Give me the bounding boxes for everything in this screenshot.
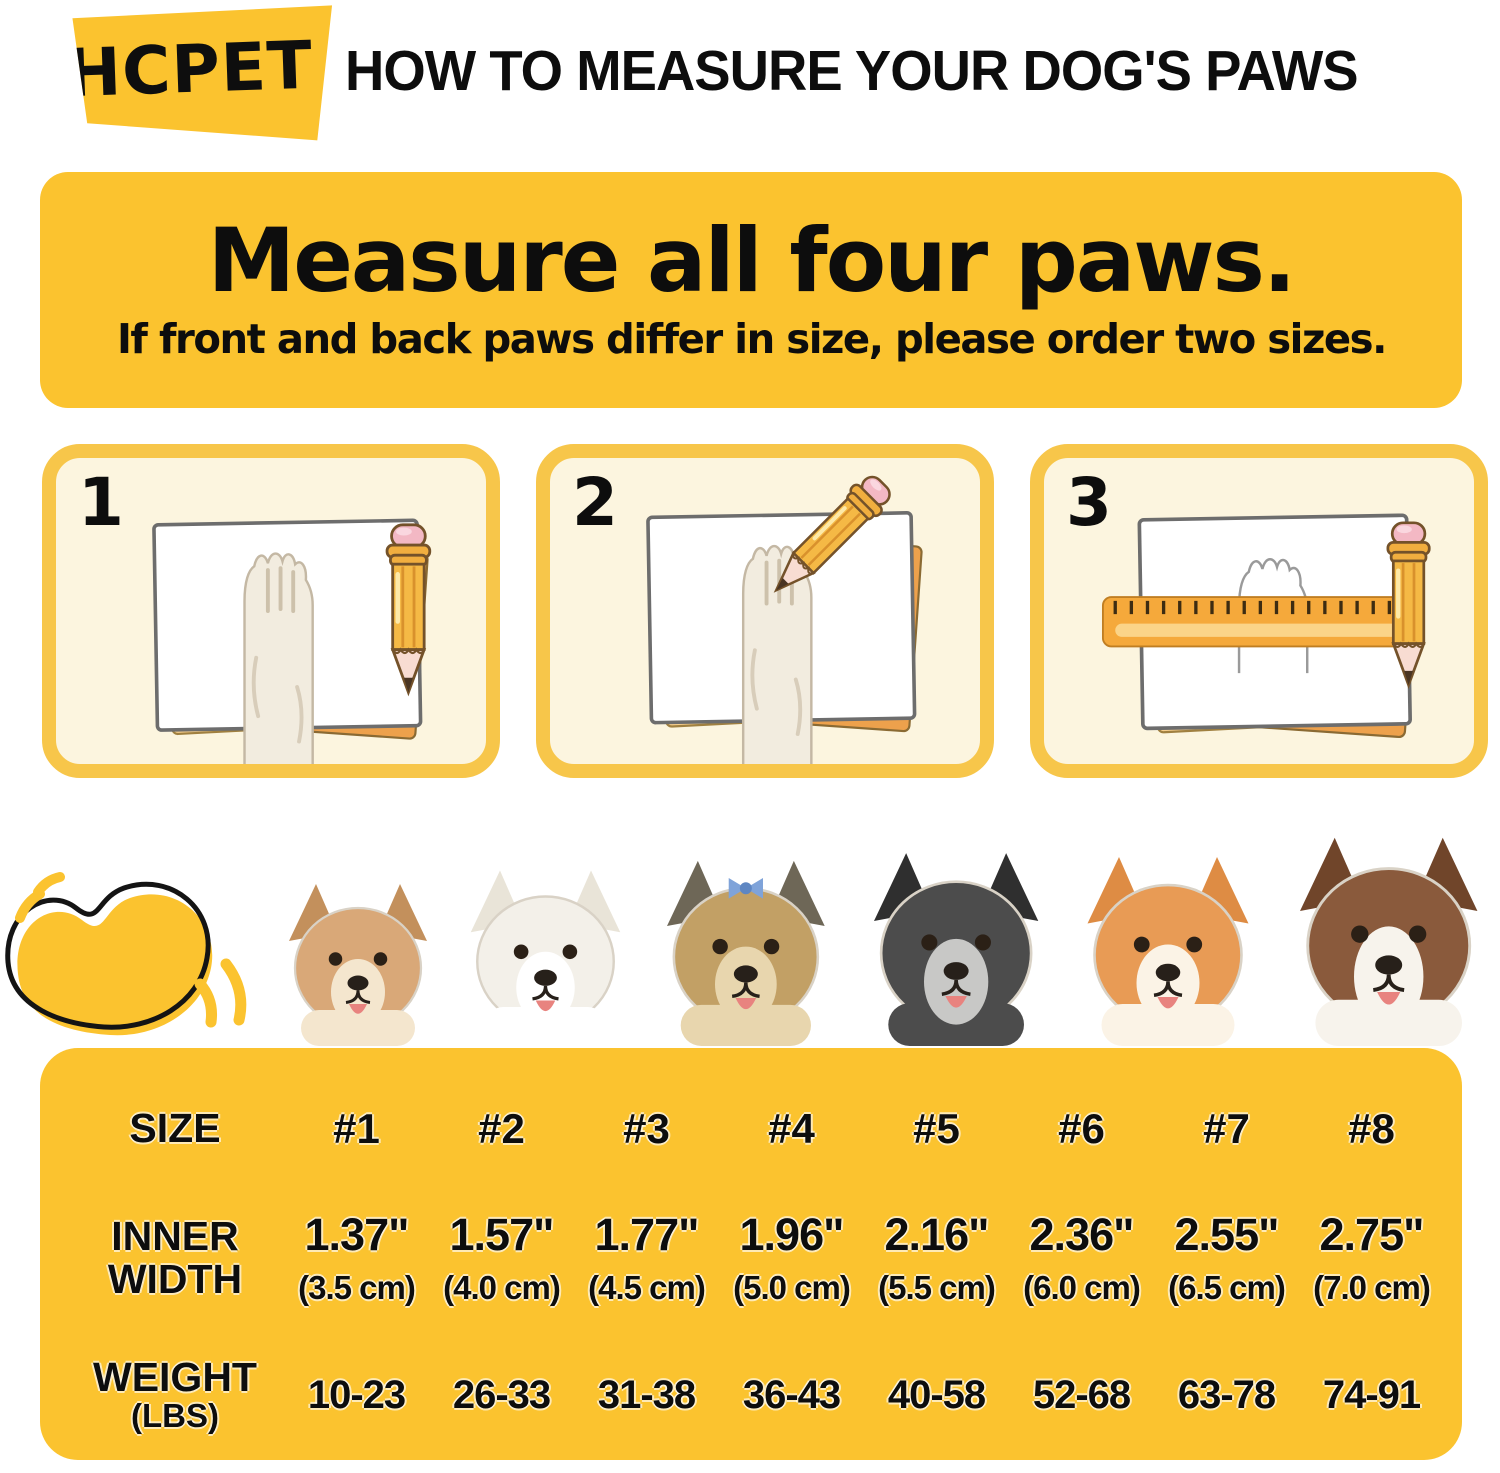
inner-width-value: 1.77" (4.5 cm) bbox=[588, 1209, 706, 1306]
inner-width-value: 1.57" (4.0 cm) bbox=[443, 1209, 561, 1306]
dog-breeds-lineup bbox=[0, 778, 1500, 1046]
size-value: #5 bbox=[913, 1105, 960, 1152]
size-row-label: SIZE bbox=[129, 1105, 221, 1152]
weight-value: 52-68 bbox=[1032, 1372, 1131, 1417]
page-title: HOW TO MEASURE YOUR DOG'S PAWS bbox=[345, 39, 1359, 103]
size-value: #7 bbox=[1203, 1105, 1250, 1152]
inner-width-value: 2.16" (5.5 cm) bbox=[878, 1209, 996, 1306]
dog-photo-miniature-schnauzer bbox=[849, 846, 1063, 1046]
step-card-2: 2 bbox=[536, 444, 994, 778]
step-number: 3 bbox=[1066, 464, 1112, 541]
dog-photo-bichon-frise bbox=[448, 864, 643, 1046]
yellow-squiggle-doodle bbox=[5, 872, 247, 1036]
size-value: #6 bbox=[1058, 1105, 1105, 1152]
weight-value: 74-91 bbox=[1322, 1372, 1421, 1417]
measure-banner: Measure all four paws. If front and back… bbox=[40, 172, 1462, 408]
size-value: #1 bbox=[333, 1105, 380, 1152]
weight-row-label: WEIGHT (LBS) bbox=[93, 1354, 257, 1435]
dogs-row bbox=[268, 794, 1494, 1046]
inner-width-value: 2.75" (7.0 cm) bbox=[1313, 1209, 1431, 1306]
weight-value: 31-38 bbox=[597, 1372, 696, 1417]
weight-value: 26-33 bbox=[452, 1372, 551, 1417]
weight-value: 10-23 bbox=[307, 1372, 406, 1417]
weight-value: 63-78 bbox=[1177, 1372, 1276, 1417]
size-value: #3 bbox=[623, 1105, 670, 1152]
weight-value: 36-43 bbox=[742, 1372, 841, 1417]
size-value: #2 bbox=[478, 1105, 525, 1152]
inner-width-value: 1.37" (3.5 cm) bbox=[298, 1209, 416, 1306]
dog-photo-australian-shepherd bbox=[1273, 830, 1500, 1046]
step-number: 2 bbox=[572, 464, 618, 541]
measuring-steps: 1 2 3 bbox=[42, 444, 1488, 778]
weight-value: 40-58 bbox=[887, 1372, 986, 1417]
inner-width-row-label: INNER WIDTH bbox=[107, 1212, 243, 1302]
size-value: #8 bbox=[1348, 1105, 1395, 1152]
dog-photo-shiba-inu bbox=[1063, 850, 1273, 1046]
size-value: #4 bbox=[768, 1105, 815, 1152]
step-card-3: 3 bbox=[1030, 444, 1488, 778]
step-number: 1 bbox=[78, 464, 124, 541]
header: HCPET HOW TO MEASURE YOUR DOG'S PAWS bbox=[0, 0, 1500, 150]
inner-width-value: 1.96" (5.0 cm) bbox=[733, 1209, 851, 1306]
hcpet-logo: HCPET bbox=[64, 5, 333, 141]
banner-headline: Measure all four paws. bbox=[207, 209, 1297, 312]
banner-subline: If front and back paws differ in size, p… bbox=[116, 315, 1387, 363]
size-chart-table: SIZE #1 #2 #3 #4 #5 #6 #7 #8 INNER WIDTH… bbox=[40, 1048, 1462, 1460]
inner-width-value: 2.55" (6.5 cm) bbox=[1168, 1209, 1286, 1306]
inner-width-value: 2.36" (6.0 cm) bbox=[1023, 1209, 1141, 1306]
hcpet-logo-text: HCPET bbox=[64, 26, 315, 112]
step-card-1: 1 bbox=[42, 444, 500, 778]
dog-photo-yorkshire-terrier bbox=[643, 854, 849, 1046]
dog-photo-chihuahua bbox=[268, 878, 448, 1046]
